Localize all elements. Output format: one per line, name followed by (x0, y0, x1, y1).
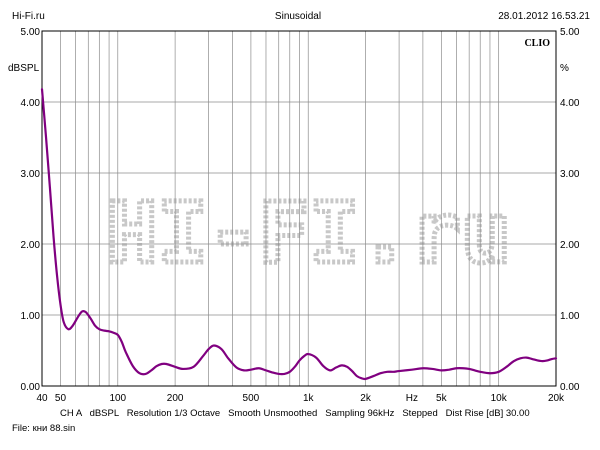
x-tick-label: 10k (491, 393, 508, 404)
x-tick-label: 5k (436, 393, 448, 404)
y-tick-label-left: 3.00 (21, 169, 41, 180)
y-tick-label-right: 0.00 (560, 382, 580, 393)
header-left: Hi-Fi.ru (12, 11, 45, 22)
y-tick-label-right: 1.00 (560, 311, 580, 322)
x-tick-label: 50 (55, 393, 67, 404)
x-tick-label: 2k (360, 393, 372, 404)
watermark: HI-FI.ru (104, 182, 514, 285)
x-tick-label: 100 (109, 393, 126, 404)
header-timestamp: 28.01.2012 16.53.21 (498, 11, 590, 22)
y-tick-label-right: 4.00 (560, 98, 580, 109)
y-tick-label-left: 4.00 (21, 98, 41, 109)
x-axis-ticks: 40 50 100 200 500 1k 2k Hz 5k 10k 20k (36, 393, 565, 404)
y-axis-label-right: % (560, 63, 569, 74)
y-tick-label-left: 5.00 (21, 27, 41, 38)
y-tick-label-right: 2.00 (560, 240, 580, 251)
grid (41, 30, 557, 387)
x-tick-label: Hz (406, 393, 418, 404)
series-layer (40, 88, 558, 381)
series-line (40, 88, 558, 381)
plot-frame (41, 30, 557, 387)
measurement-settings: CH A dBSPL Resolution 1/3 Octave Smooth … (60, 408, 530, 419)
y-axis-ticks: 0.00 0.00 1.00 1.00 2.00 2.00 3.00 3.00 4.00 4.00… (21, 27, 580, 393)
watermark-text: HI-FI.ru (107, 184, 512, 282)
x-tick-label: 20k (548, 393, 565, 404)
y-tick-label-right: 3.00 (560, 169, 580, 180)
y-tick-label-left: 1.00 (21, 311, 41, 322)
x-tick-label: 1k (303, 393, 315, 404)
x-tick-label: 200 (167, 393, 184, 404)
y-tick-label-right: 5.00 (560, 27, 580, 38)
header-title: Sinusoidal (275, 11, 321, 22)
y-axis-label-left: dBSPL (8, 63, 40, 74)
y-tick-label-left: 2.00 (21, 240, 41, 251)
file-name: File: кни 88.sin (12, 423, 75, 434)
y-tick-label-left: 0.00 (21, 382, 41, 393)
x-tick-label: 40 (36, 393, 48, 404)
x-tick-label: 500 (243, 393, 260, 404)
clio-logo: CLIO (524, 38, 550, 49)
